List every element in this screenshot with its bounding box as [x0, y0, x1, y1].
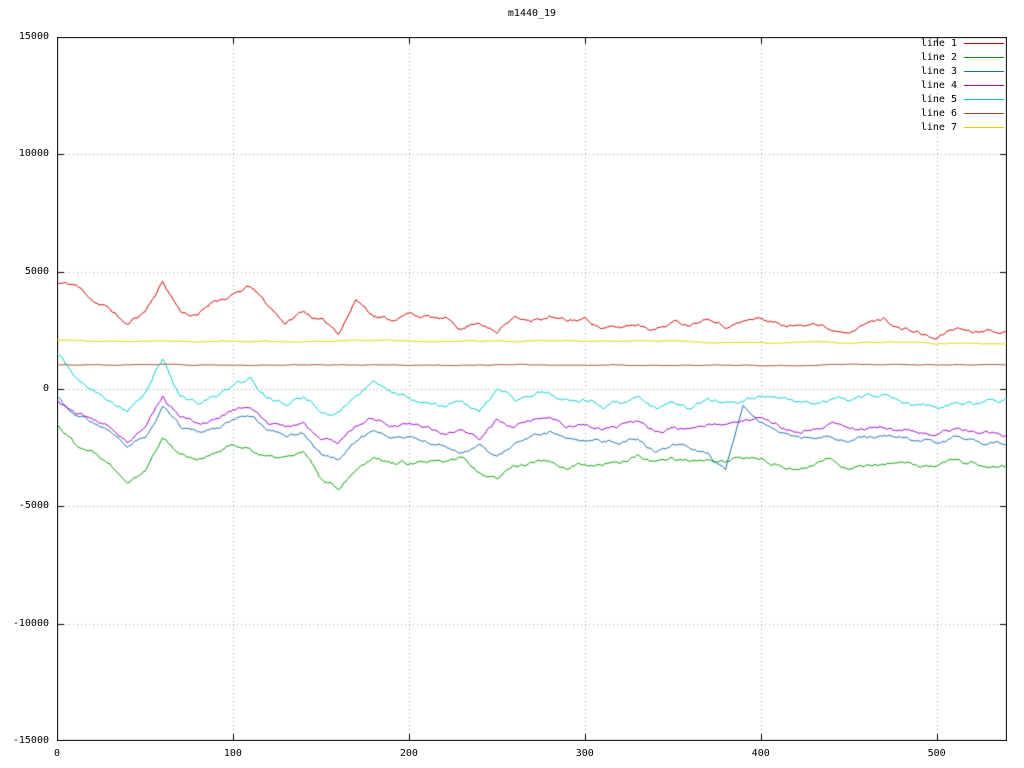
x-tick-label: 200 — [399, 748, 418, 759]
legend-label: line 2 — [920, 52, 957, 63]
x-tick-label: 300 — [575, 748, 594, 759]
legend: line 1 line 2 line 3 line 4 line 5 line 6 line… — [921, 38, 1004, 133]
y-tick-label: -15000 — [12, 735, 49, 746]
y-tick-label: 10000 — [18, 148, 49, 160]
legend-entry: line 2 — [921, 52, 1004, 63]
legend-swatch — [964, 43, 1004, 44]
chart-title: m1440_19 — [507, 8, 557, 19]
legend-entry: line 5 — [921, 94, 1004, 105]
y-tick-label: -10000 — [12, 617, 49, 629]
legend-swatch — [964, 57, 1004, 58]
legend-label: line 7 — [920, 122, 957, 133]
x-tick-label: 100 — [223, 748, 242, 759]
y-tick-label: 5000 — [24, 265, 49, 277]
legend-label: line 1 — [920, 38, 957, 49]
y-tick-label: -5000 — [18, 500, 49, 512]
x-tick-label: 0 — [53, 748, 61, 759]
legend-label: line 6 — [920, 108, 957, 119]
x-tick-label: 500 — [927, 748, 946, 759]
y-tick-label: 15000 — [18, 31, 49, 42]
legend-entry: line 1 — [921, 38, 1004, 49]
legend-label: line 3 — [920, 66, 957, 77]
legend-entry: line 6 — [921, 108, 1004, 119]
plot-canvas — [57, 37, 1007, 741]
legend-entry: line 4 — [921, 80, 1004, 91]
legend-label: line 5 — [920, 94, 957, 105]
legend-swatch — [964, 113, 1004, 114]
x-tick-label: 400 — [751, 748, 770, 759]
legend-swatch — [964, 127, 1004, 128]
legend-swatch — [964, 71, 1004, 72]
legend-entry: line 7 — [921, 122, 1004, 133]
legend-label: line 4 — [920, 80, 957, 91]
legend-swatch — [964, 85, 1004, 86]
legend-entry: line 3 — [921, 66, 1004, 77]
legend-swatch — [964, 99, 1004, 100]
y-tick-label: 0 — [42, 383, 49, 394]
